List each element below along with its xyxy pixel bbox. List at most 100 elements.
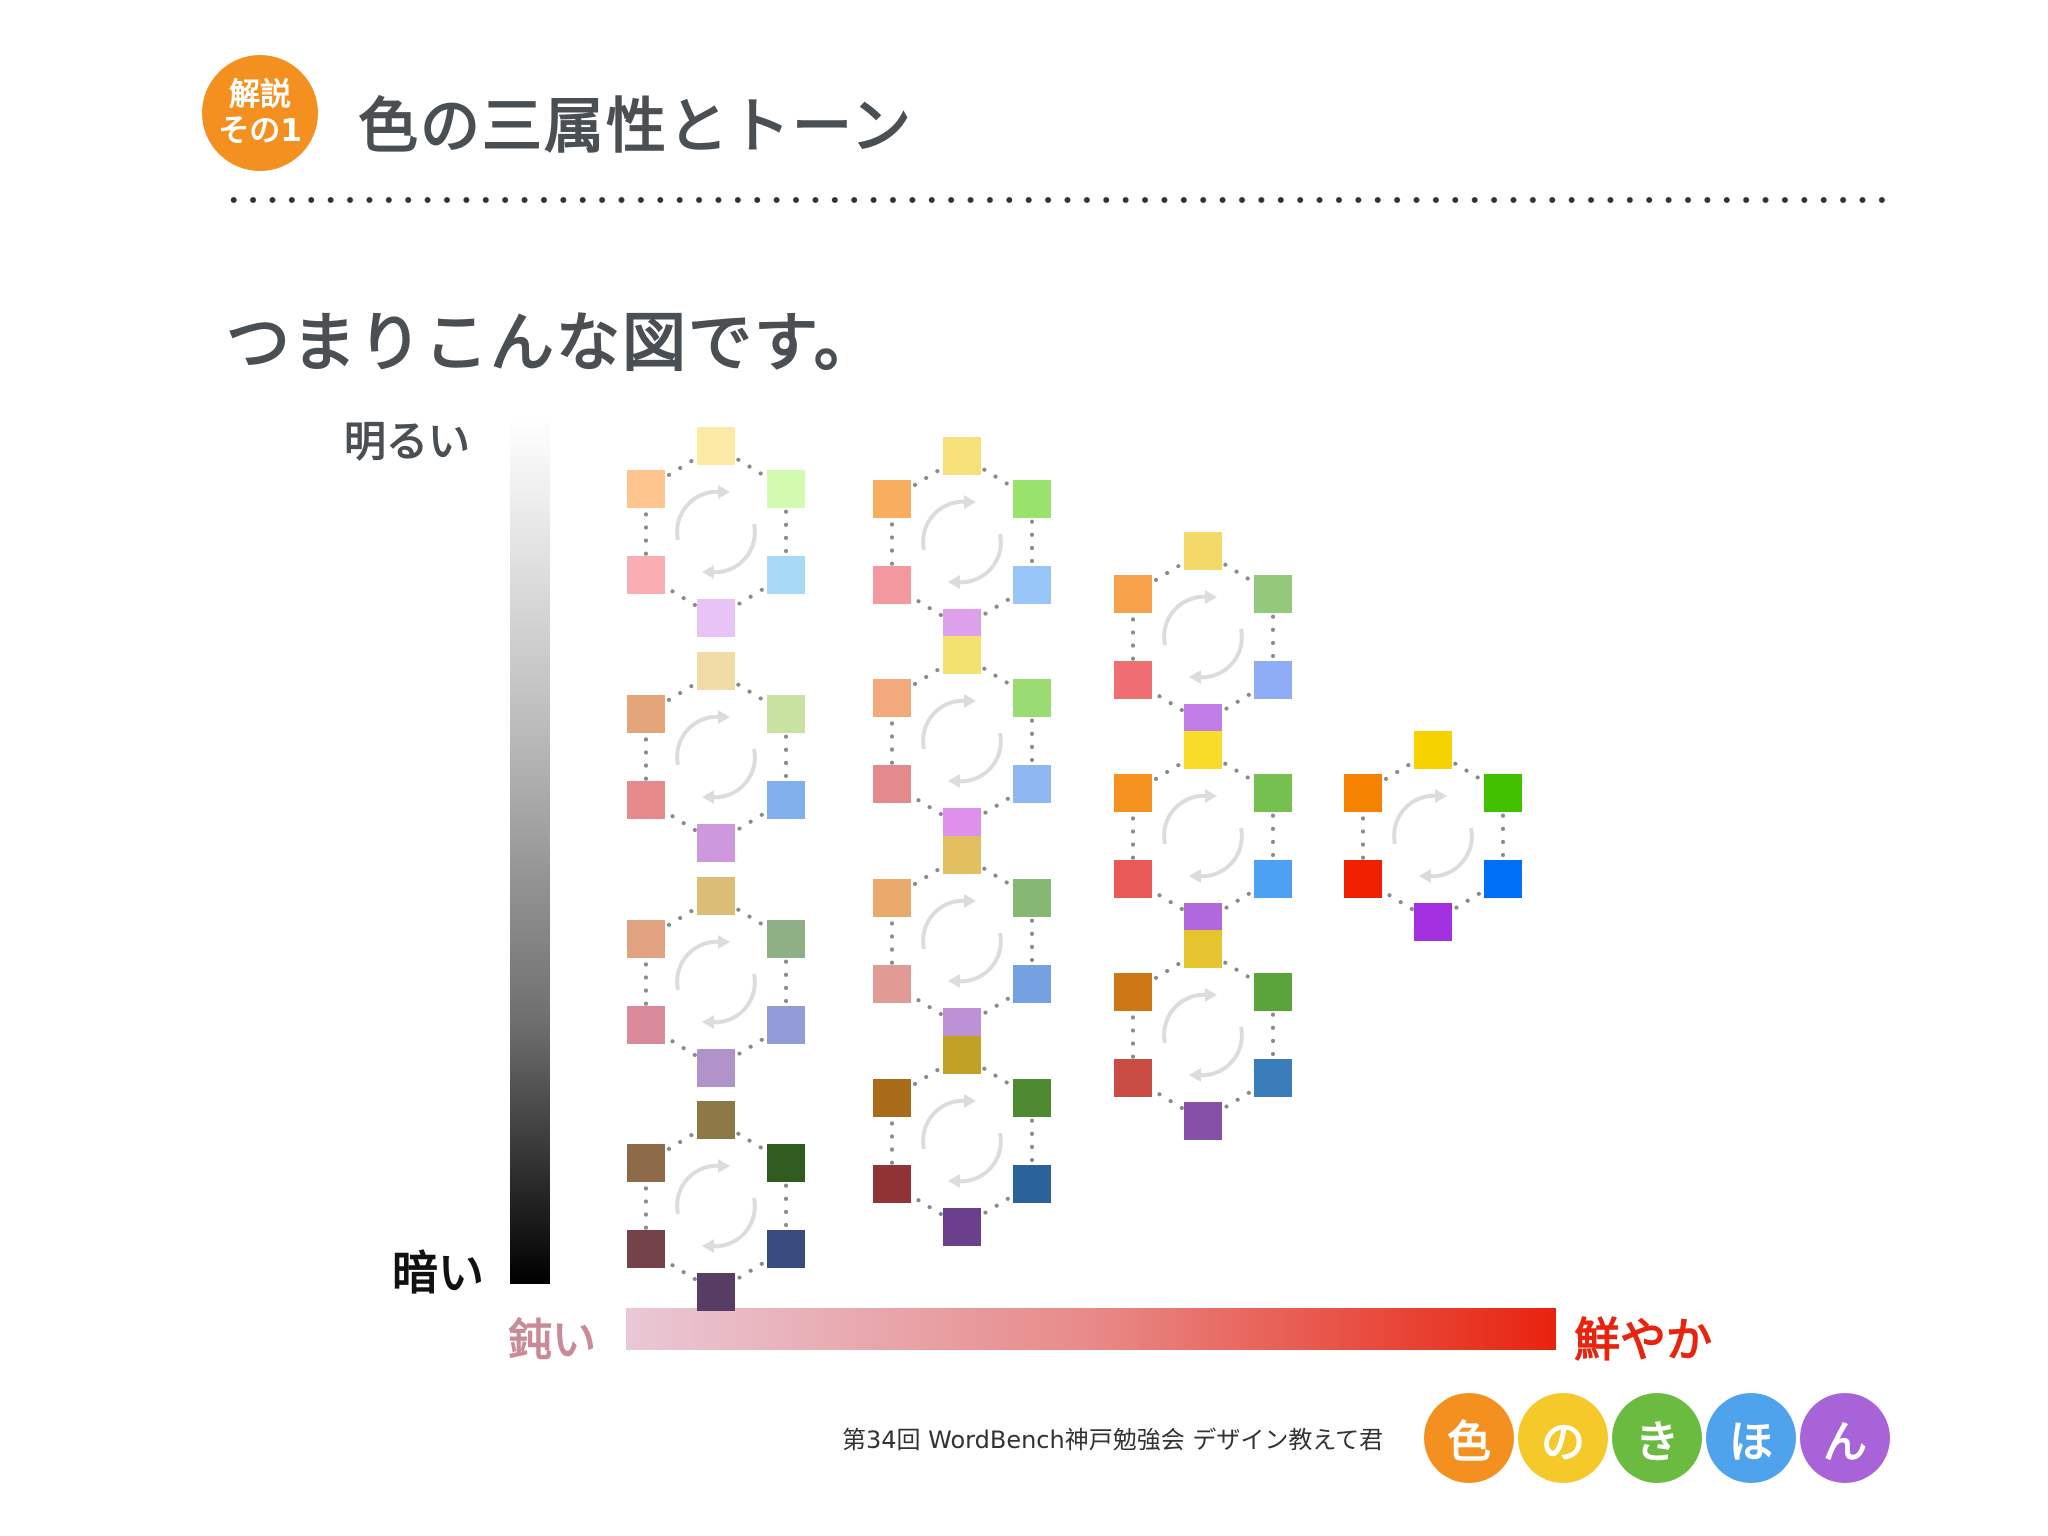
color-swatch [697, 599, 735, 637]
color-swatch [697, 1101, 735, 1139]
wheel-dotted-ring [1131, 548, 1275, 726]
color-swatch [1114, 860, 1152, 898]
color-swatch [1254, 1059, 1292, 1097]
tone-wheel [873, 437, 1051, 647]
color-swatch [1114, 661, 1152, 699]
color-swatch [1013, 765, 1051, 803]
color-swatch [1184, 1102, 1222, 1140]
color-swatch [767, 1006, 805, 1044]
brightness-gradient-bar [510, 418, 550, 1284]
wheel-dotted-ring [890, 1052, 1034, 1230]
dull-label: 鈍い [508, 1315, 596, 1366]
circular-arrows-icon [921, 694, 1003, 788]
color-swatch [627, 695, 665, 733]
wheel-dotted-ring [1361, 747, 1505, 925]
color-swatch [697, 877, 735, 915]
wheel-dotted-ring [890, 453, 1034, 631]
color-swatch [627, 1006, 665, 1044]
color-swatch [943, 636, 981, 674]
color-swatch [1013, 1079, 1051, 1117]
logo-char-n: ん [1800, 1393, 1890, 1483]
circular-arrows-icon [675, 710, 757, 804]
tone-wheel [1344, 731, 1522, 941]
color-swatch [767, 1230, 805, 1268]
tone-wheel [627, 877, 805, 1087]
tone-wheel [1114, 532, 1292, 742]
color-swatch [943, 437, 981, 475]
tone-wheel [873, 836, 1051, 1046]
logo-char-ki: き [1612, 1393, 1702, 1483]
color-swatch [873, 679, 911, 717]
circular-arrows-icon [1162, 590, 1244, 684]
color-swatch [697, 1049, 735, 1087]
color-swatch [627, 1230, 665, 1268]
color-swatch [627, 920, 665, 958]
page-title: 色の三属性とトーン [358, 92, 913, 162]
color-swatch [627, 1144, 665, 1182]
wheel-dotted-ring [890, 852, 1034, 1030]
color-swatch [697, 1273, 735, 1311]
color-swatch [1114, 575, 1152, 613]
circular-arrows-icon [675, 935, 757, 1029]
color-swatch [767, 1144, 805, 1182]
circular-arrows-icon [921, 495, 1003, 589]
color-swatch [1114, 774, 1152, 812]
badge-line2: その1 [218, 113, 302, 149]
section-badge: 解説 その1 [202, 55, 318, 171]
circular-arrows-icon [1392, 789, 1474, 883]
tone-wheel [1114, 731, 1292, 941]
color-swatch [1013, 1165, 1051, 1203]
color-swatch [1013, 566, 1051, 604]
color-swatch [873, 965, 911, 1003]
color-swatch [767, 920, 805, 958]
logo-char-no: の [1518, 1393, 1608, 1483]
logo-char-iro: 色 [1424, 1393, 1514, 1483]
color-swatch [943, 1208, 981, 1246]
vivid-label: 鮮やか [1574, 1313, 1712, 1367]
color-swatch [1254, 661, 1292, 699]
color-swatch [943, 1036, 981, 1074]
circular-arrows-icon [675, 1159, 757, 1253]
wheel-dotted-ring [890, 652, 1034, 830]
tone-wheel [1114, 930, 1292, 1140]
color-swatch [873, 765, 911, 803]
color-swatch [1484, 860, 1522, 898]
color-swatch [873, 1079, 911, 1117]
color-swatch [627, 556, 665, 594]
color-swatch [1184, 930, 1222, 968]
color-swatch [1344, 774, 1382, 812]
wheel-dotted-ring [644, 893, 788, 1071]
color-swatch [697, 427, 735, 465]
color-swatch [873, 566, 911, 604]
tone-wheel [873, 1036, 1051, 1246]
color-swatch [1013, 965, 1051, 1003]
color-swatch [1013, 480, 1051, 518]
circular-arrows-icon [1162, 789, 1244, 883]
tone-wheel [627, 427, 805, 637]
event-caption: 第34回 WordBench神戸勉強会 デザイン教えて君 [842, 1426, 1384, 1454]
color-swatch [627, 470, 665, 508]
color-swatch [1184, 532, 1222, 570]
subtitle: つまりこんな図です。 [226, 307, 880, 381]
wheel-dotted-ring [644, 1117, 788, 1295]
color-swatch [1254, 973, 1292, 1011]
color-swatch [1254, 575, 1292, 613]
color-swatch [697, 824, 735, 862]
color-swatch [873, 480, 911, 518]
circular-arrows-icon [1162, 988, 1244, 1082]
color-swatch [1254, 860, 1292, 898]
color-swatch [1414, 731, 1452, 769]
tone-wheel [627, 1101, 805, 1311]
color-swatch [1184, 731, 1222, 769]
color-swatch [627, 781, 665, 819]
circular-arrows-icon [921, 1094, 1003, 1188]
color-swatch [1013, 679, 1051, 717]
bright-label: 明るい [344, 417, 471, 466]
wheel-dotted-ring [644, 668, 788, 846]
color-swatch [767, 556, 805, 594]
color-swatch [1414, 903, 1452, 941]
wheel-dotted-ring [1131, 946, 1275, 1124]
tone-wheel [627, 652, 805, 862]
dark-label: 暗い [392, 1246, 484, 1300]
